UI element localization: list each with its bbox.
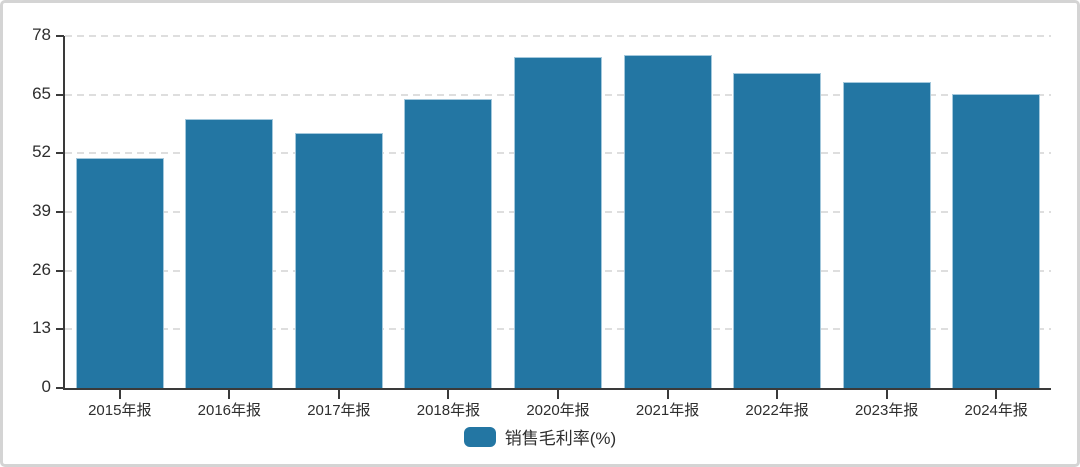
bar-2017年报[interactable] (294, 132, 383, 388)
x-axis-tick (118, 390, 121, 399)
legend-swatch (463, 426, 496, 447)
gridline (65, 35, 1051, 37)
bar-2024年报[interactable] (952, 93, 1041, 388)
y-axis-tick-label: 0 (41, 377, 51, 396)
y-axis-tick (56, 269, 64, 272)
x-axis-tick (776, 390, 779, 399)
bar-2018年报[interactable] (404, 99, 493, 388)
x-axis-tick (885, 390, 888, 399)
x-axis-tick-label: 2024年报 (964, 402, 1028, 419)
bar-2016年报[interactable] (185, 119, 274, 388)
plot-area (65, 35, 1051, 388)
x-axis-tick (557, 390, 559, 399)
y-axis-tick (56, 387, 64, 389)
y-axis-line (63, 36, 65, 390)
x-axis-line (63, 388, 1051, 390)
x-axis-tick-label: 2016年报 (197, 402, 262, 419)
x-axis-tick (337, 390, 340, 399)
x-axis-tick (995, 390, 998, 399)
x-axis-tick-label: 2022年报 (745, 402, 809, 419)
bar-2020年报[interactable] (514, 56, 602, 388)
x-axis-tick (666, 390, 669, 399)
x-axis-tick-label: 2018年报 (416, 402, 481, 419)
bar-2022年报[interactable] (733, 72, 822, 388)
y-axis-tick (56, 152, 64, 155)
y-axis-tick (56, 211, 64, 213)
y-axis-tick-label: 39 (32, 201, 51, 220)
legend-label: 销售毛利率(%) (504, 429, 617, 448)
y-axis-tick-label: 13 (32, 318, 51, 338)
legend-item-gross-margin[interactable]: 销售毛利率(%) (3, 424, 1077, 449)
x-axis-tick-label: 2021年报 (635, 402, 700, 419)
y-axis-tick-label: 78 (32, 25, 51, 44)
y-axis-tick (56, 35, 64, 37)
y-axis-tick (56, 93, 64, 96)
bar-2015年报[interactable] (75, 158, 164, 388)
y-axis-tick-label: 52 (32, 142, 51, 162)
bar-2023年报[interactable] (842, 81, 931, 388)
y-axis-tick-label: 65 (32, 83, 51, 103)
y-axis-tick (56, 328, 64, 331)
x-axis-tick-label: 2017年报 (307, 402, 371, 419)
x-axis-tick-label: 2015年报 (88, 402, 152, 419)
x-axis-tick-label: 2020年报 (526, 402, 590, 419)
bar-2021年报[interactable] (623, 55, 712, 388)
x-axis-tick (447, 390, 450, 399)
y-axis-tick-label: 26 (32, 259, 51, 279)
x-axis-tick (228, 390, 231, 399)
x-axis-tick-label: 2023年报 (854, 402, 919, 419)
